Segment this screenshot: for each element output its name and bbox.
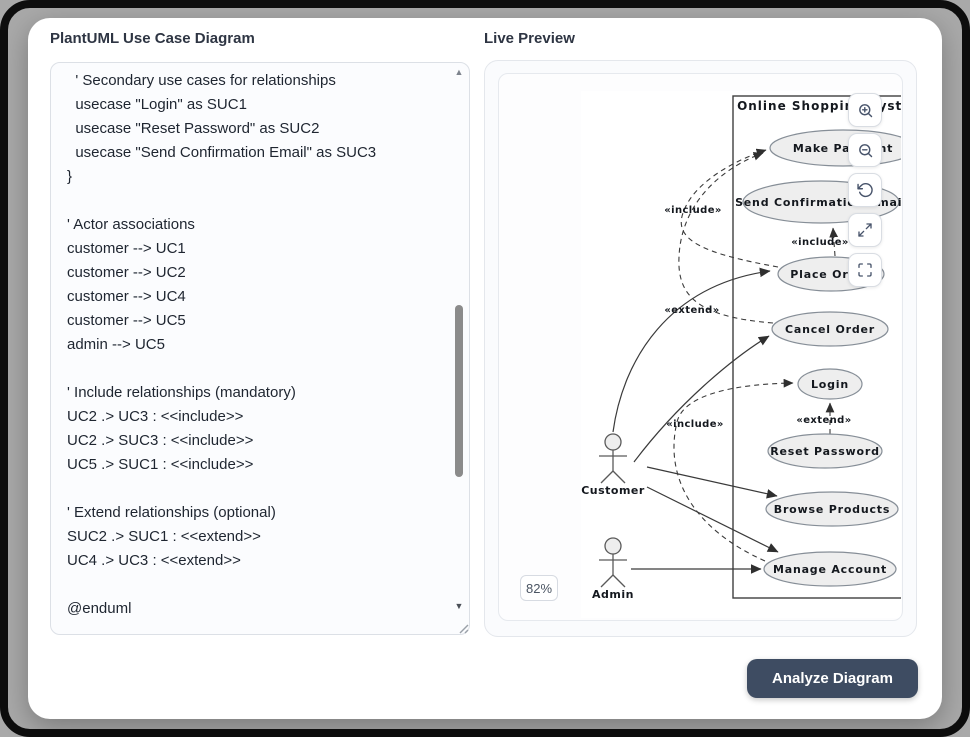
fullscreen-icon (858, 263, 872, 277)
stereotype-labels: «include» «include» «extend» «include» «… (664, 205, 851, 430)
usecase-manage-account: Manage Account (763, 551, 897, 587)
usecase-label: Login (811, 378, 849, 391)
analyze-diagram-button[interactable]: Analyze Diagram (747, 659, 918, 698)
association-links (612, 267, 779, 574)
zoom-level-badge: 82% (520, 575, 558, 601)
include-label: «include» (666, 419, 723, 430)
maximize-button[interactable] (848, 213, 882, 247)
usecase-label: Reset Password (770, 445, 880, 458)
usecase-login: Login (797, 368, 863, 400)
usecase-reset-password: Reset Password (767, 433, 883, 469)
code-editor[interactable]: ' Secondary use cases for relationships … (50, 62, 470, 635)
actor-label: Admin (592, 588, 634, 601)
reset-view-button[interactable] (848, 173, 882, 207)
include-label: «include» (664, 205, 721, 216)
scrollbar-thumb[interactable] (455, 305, 463, 477)
preview-canvas-wrapper: Online Shopping System «include» (498, 73, 903, 621)
resize-grip-icon[interactable] (457, 621, 469, 639)
actor-label: Customer (581, 484, 645, 497)
actor-customer: Customer (581, 433, 645, 497)
extend-label: «extend» (796, 415, 851, 426)
scrollbar-down-arrow[interactable]: ▼ (454, 601, 464, 611)
maximize-icon (858, 223, 872, 237)
zoom-in-icon (858, 103, 872, 117)
usecase-label: Manage Account (773, 563, 887, 576)
actor-admin: Admin (592, 537, 634, 601)
zoom-in-button[interactable] (848, 93, 882, 127)
scrollbar-up-arrow[interactable]: ▲ (454, 67, 464, 77)
usecase-cancel-order: Cancel Order (771, 311, 889, 347)
dependency-links (673, 148, 839, 562)
usecase-label: Cancel Order (785, 323, 875, 336)
zoom-out-icon (858, 143, 872, 157)
editor-title: PlantUML Use Case Diagram (50, 30, 255, 47)
include-label: «include» (791, 237, 848, 248)
usecase-label: Browse Products (774, 503, 890, 516)
extend-label: «extend» (664, 305, 719, 316)
usecase-browse-products: Browse Products (765, 491, 899, 527)
preview-title: Live Preview (484, 30, 575, 47)
code-editor-text[interactable]: ' Secondary use cases for relationships … (67, 72, 377, 617)
zoom-out-button[interactable] (848, 133, 882, 167)
fullscreen-button[interactable] (848, 253, 882, 287)
preview-controls (848, 93, 882, 287)
reset-view-icon (856, 182, 873, 197)
